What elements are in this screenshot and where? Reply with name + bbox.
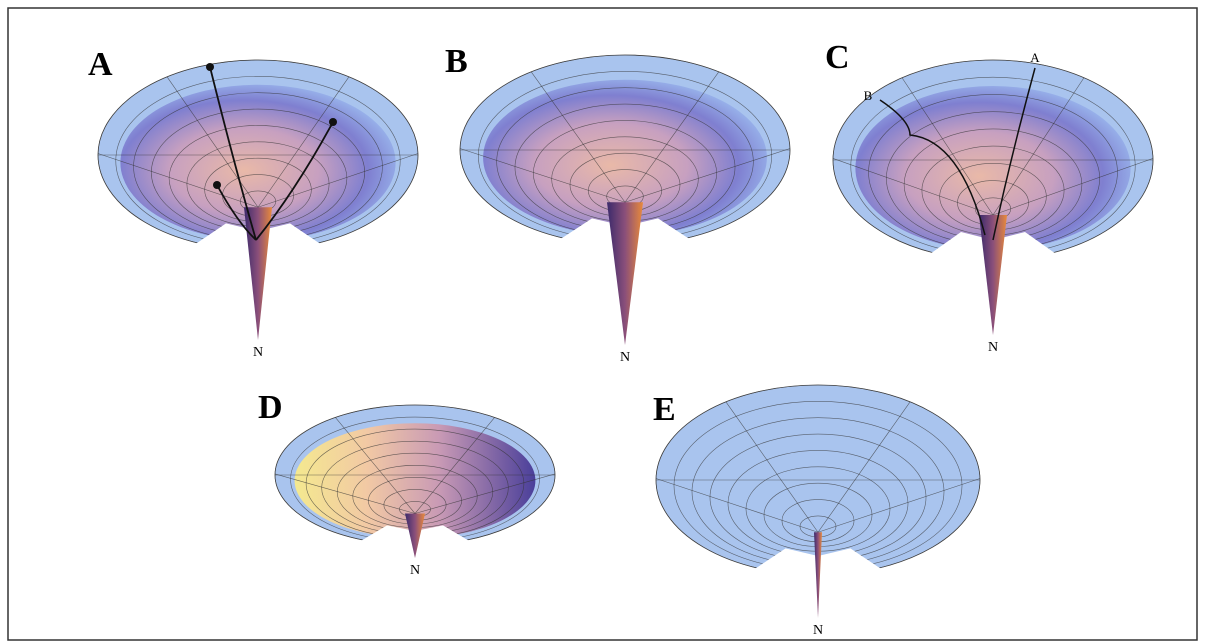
panel-label: E [653, 391, 676, 428]
figure: A N B N C N D N E N A B [0, 0, 1205, 644]
panel-label: D [258, 389, 283, 426]
native-state-label: N [813, 623, 823, 638]
native-state-label: N [988, 340, 998, 355]
native-state-label: N [410, 563, 420, 578]
panel-label: A [88, 46, 113, 83]
path-start [329, 118, 337, 126]
native-state-label: N [253, 345, 263, 360]
native-state-label: N [620, 350, 630, 365]
path-start [206, 63, 214, 71]
pathway-label: B [864, 88, 873, 103]
panel-label: C [825, 39, 850, 76]
pathway-label: A [1030, 50, 1040, 65]
panel-label: B [445, 43, 468, 80]
path-start [213, 181, 221, 189]
